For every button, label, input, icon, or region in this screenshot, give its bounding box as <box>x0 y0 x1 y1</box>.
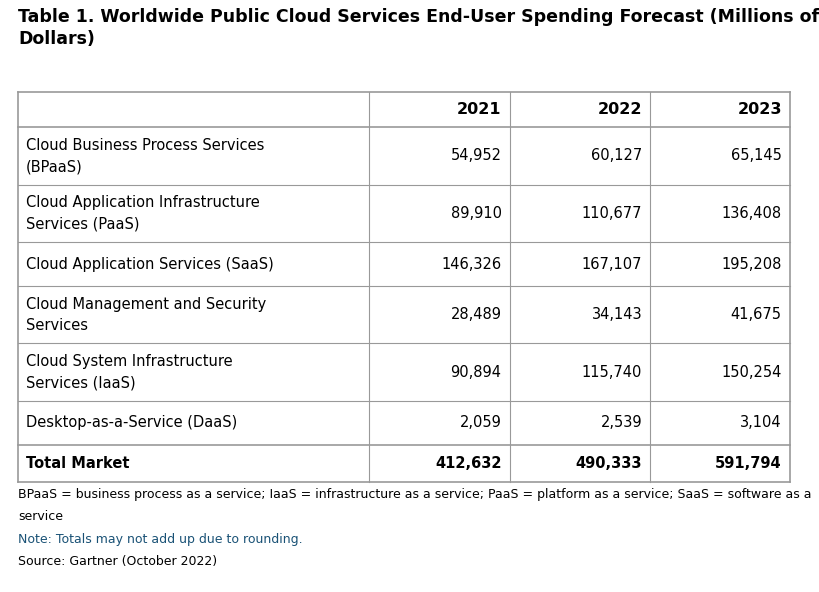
Text: Note: Totals may not add up due to rounding.: Note: Totals may not add up due to round… <box>18 533 302 546</box>
Text: Cloud Application Services (SaaS): Cloud Application Services (SaaS) <box>26 256 274 272</box>
Text: service: service <box>18 510 63 523</box>
Text: Desktop-as-a-Service (DaaS): Desktop-as-a-Service (DaaS) <box>26 416 238 430</box>
Text: 2022: 2022 <box>597 102 641 117</box>
Text: 90,894: 90,894 <box>450 365 501 379</box>
Text: 115,740: 115,740 <box>581 365 641 379</box>
Text: 2021: 2021 <box>456 102 501 117</box>
Text: 89,910: 89,910 <box>450 206 501 221</box>
Text: Total Market: Total Market <box>26 456 129 471</box>
Text: 146,326: 146,326 <box>441 256 501 272</box>
Text: 110,677: 110,677 <box>581 206 641 221</box>
Text: (BPaaS): (BPaaS) <box>26 159 83 174</box>
Text: 2023: 2023 <box>736 102 781 117</box>
Text: Dollars): Dollars) <box>18 30 95 48</box>
Text: Cloud Management and Security: Cloud Management and Security <box>26 297 266 311</box>
Text: 167,107: 167,107 <box>581 256 641 272</box>
Text: 54,952: 54,952 <box>450 149 501 163</box>
Text: 65,145: 65,145 <box>730 149 781 163</box>
Text: 412,632: 412,632 <box>435 456 501 471</box>
Text: 136,408: 136,408 <box>721 206 781 221</box>
Text: 591,794: 591,794 <box>714 456 781 471</box>
Text: 2,059: 2,059 <box>459 416 501 430</box>
Text: Cloud System Infrastructure: Cloud System Infrastructure <box>26 354 233 369</box>
Text: 150,254: 150,254 <box>721 365 781 379</box>
Text: 490,333: 490,333 <box>575 456 641 471</box>
Text: Services: Services <box>26 318 88 333</box>
Text: 3,104: 3,104 <box>740 416 781 430</box>
Text: Services (PaaS): Services (PaaS) <box>26 217 139 231</box>
Text: Cloud Business Process Services: Cloud Business Process Services <box>26 138 265 153</box>
Text: 195,208: 195,208 <box>721 256 781 272</box>
Text: 60,127: 60,127 <box>590 149 641 163</box>
Text: Table 1. Worldwide Public Cloud Services End-User Spending Forecast (Millions of: Table 1. Worldwide Public Cloud Services… <box>18 8 819 26</box>
Text: Source: Gartner (October 2022): Source: Gartner (October 2022) <box>18 555 217 568</box>
Text: 34,143: 34,143 <box>590 307 641 322</box>
Text: Services (IaaS): Services (IaaS) <box>26 375 136 390</box>
Text: 28,489: 28,489 <box>450 307 501 322</box>
Text: Cloud Application Infrastructure: Cloud Application Infrastructure <box>26 195 260 210</box>
Text: 2,539: 2,539 <box>600 416 641 430</box>
Text: 41,675: 41,675 <box>730 307 781 322</box>
Text: BPaaS = business process as a service; IaaS = infrastructure as a service; PaaS : BPaaS = business process as a service; I… <box>18 488 811 501</box>
